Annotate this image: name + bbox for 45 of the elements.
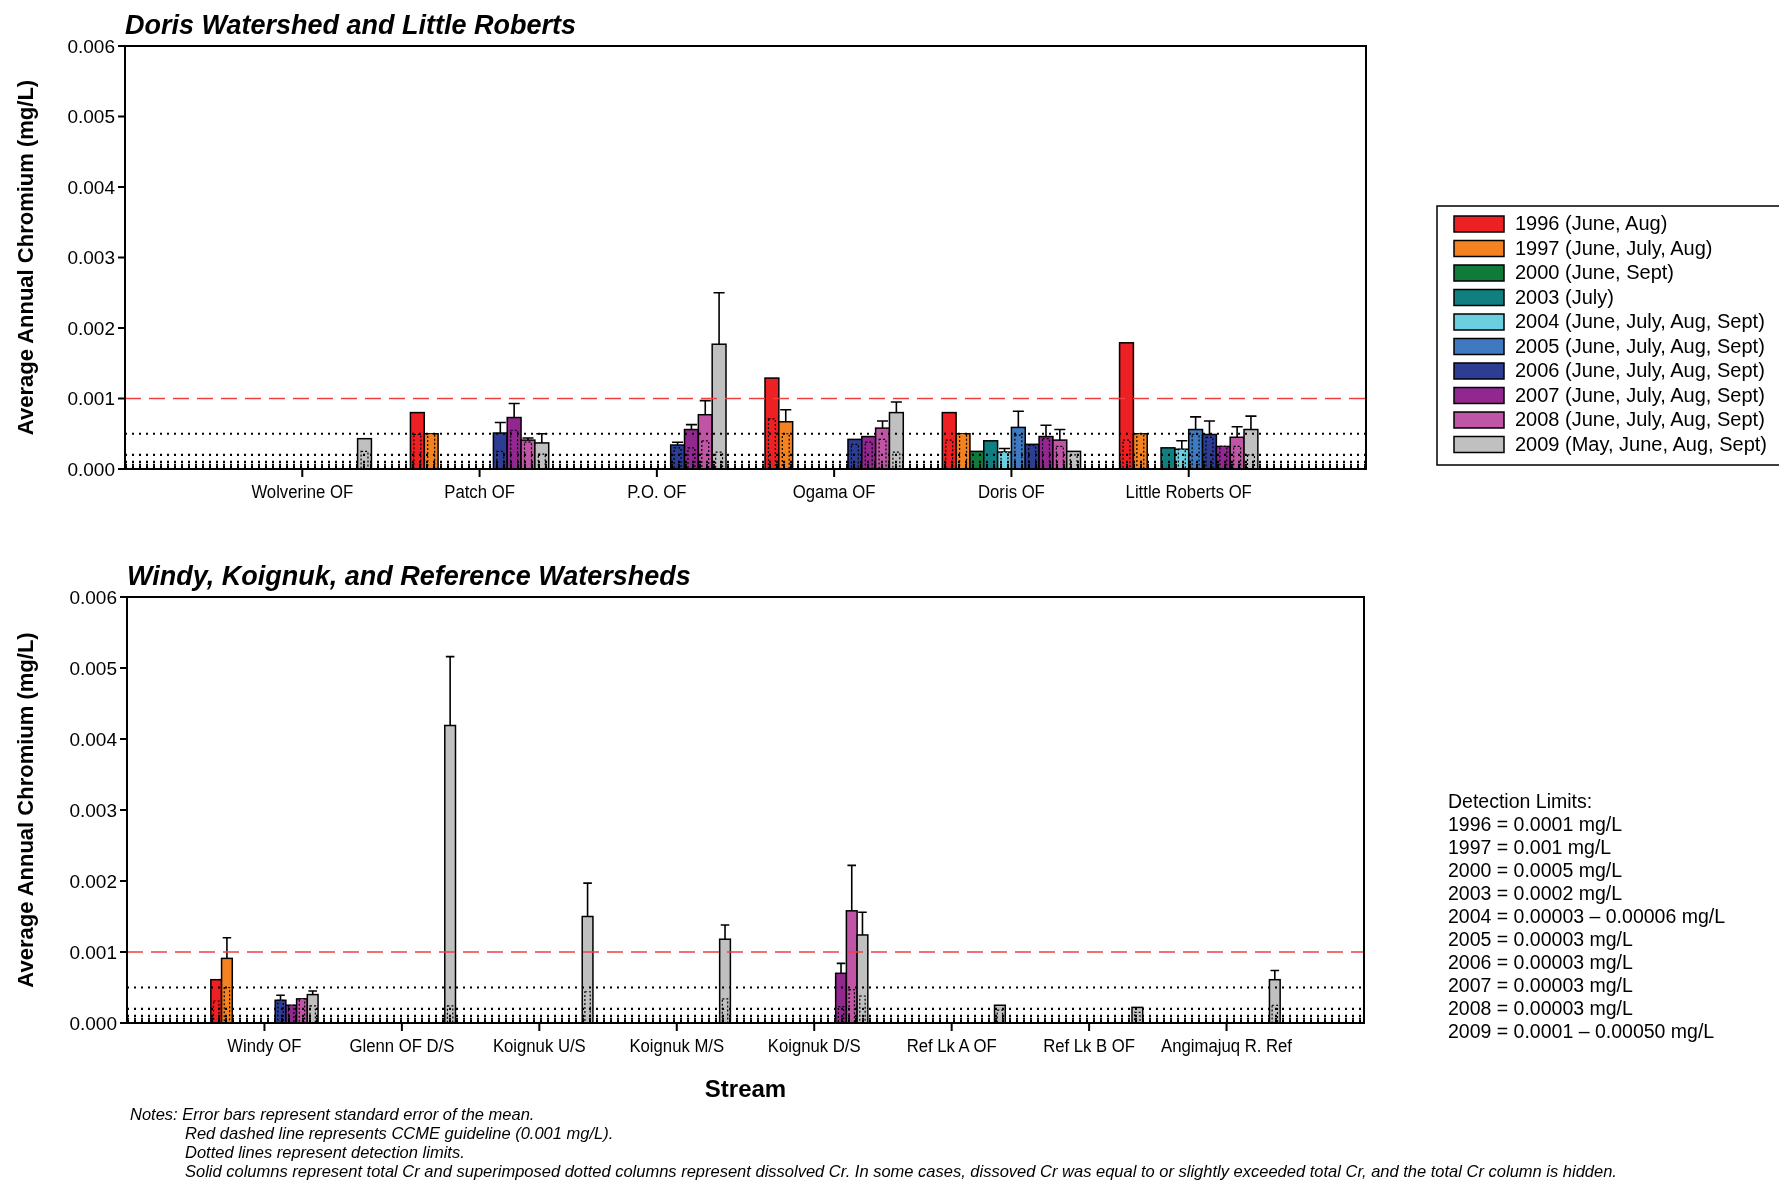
y-tick-label: 0.002 [69, 870, 117, 892]
y-tick-label: 0.001 [67, 388, 115, 410]
x-tick-label: Little Roberts OF [1125, 481, 1252, 503]
x-tick-label: Koignuk D/S [767, 1035, 861, 1057]
y-tick-label: 0.001 [69, 941, 117, 963]
legend-label: 2003 (July) [1515, 285, 1614, 308]
legend-label: 2008 (June, July, Aug, Sept) [1515, 408, 1765, 430]
legend-label: 2005 (June, July, Aug, Sept) [1515, 334, 1765, 357]
y-tick-label: 0.005 [69, 657, 117, 679]
y-tick-label: 0.004 [69, 728, 118, 750]
y-tick-label: 0.003 [67, 247, 115, 269]
y-tick-label: 0.003 [69, 799, 117, 821]
x-axis-title: Stream [704, 1075, 787, 1102]
x-tick-label: Patch OF [444, 481, 515, 503]
y-axis-title: Average Annual Chromium (mg/L) [13, 632, 38, 988]
legend-label: 1996 (June, Aug) [1515, 212, 1668, 234]
y-tick-label: 0.004 [67, 176, 116, 198]
y-tick-label: 0.005 [67, 106, 115, 128]
legend-label: 2000 (June, Sept) [1515, 261, 1674, 283]
x-tick-label: Ogama OF [792, 481, 876, 503]
legend-label: 2009 (May, June, Aug, Sept) [1515, 432, 1768, 455]
legend-label: 2007 (June, July, Aug, Sept) [1515, 383, 1765, 406]
x-tick-label: Doris OF [978, 481, 1045, 503]
legend-label: 2006 (June, July, Aug, Sept) [1515, 359, 1765, 381]
y-tick-label: 0.006 [67, 35, 115, 57]
x-tick-label: Ref Lk B OF [1043, 1035, 1136, 1057]
y-tick-label: 0.006 [69, 586, 117, 608]
x-tick-label: Wolverine OF [251, 481, 354, 503]
chart-title: Doris Watershed and Little Roberts [125, 10, 577, 40]
text: Detection Limits: 1996 = 0.0001 mg/L 1997 = 0.001 mg/L 2000 = 0.0005 mg/L 2003 = 0.0002 mg/L 2004 = 0.00003 – 0.00006 mg/L 2005 = 0.00003 mg/L 2006 = 0.00003 mg/L 2007 = 0.00003 mg/L 2008 = 0.00003 mg/L 2009 = 0.0001 – 0.00050 mg/L [1448, 790, 1726, 1042]
x-tick-label: Angimajuq R. Ref [1161, 1035, 1293, 1057]
text: Notes: Error bars represent standard error of the mean. Red dashed line represents CCME guideline (0.001 mg/L). Dotted lines represent detection limits. Solid columns represent total Cr and superimposed dotted columns represent dissolved Cr. In some cases, dissoved Cr was equal to or slightly exceeded total Cr, and the total Cr column is hidden. [130, 1105, 1617, 1180]
x-tick-label: Koignuk U/S [492, 1035, 586, 1057]
legend-label: 2004 (June, July, Aug, Sept) [1515, 310, 1765, 332]
y-tick-label: 0.000 [69, 1012, 117, 1034]
x-tick-label: Koignuk M/S [629, 1035, 725, 1057]
y-tick-label: 0.002 [67, 317, 115, 339]
x-tick-label: Glenn OF D/S [349, 1035, 455, 1057]
y-axis-title: Average Annual Chromium (mg/L) [13, 79, 38, 436]
y-tick-label: 0.000 [67, 458, 115, 480]
legend-label: 1997 (June, July, Aug) [1515, 236, 1713, 259]
chart-title: Windy, Koignuk, and Reference Watersheds [127, 561, 691, 591]
x-tick-label: Ref Lk A OF [906, 1035, 997, 1057]
x-tick-label: Windy OF [227, 1035, 302, 1057]
x-tick-label: P.O. OF [627, 481, 687, 503]
